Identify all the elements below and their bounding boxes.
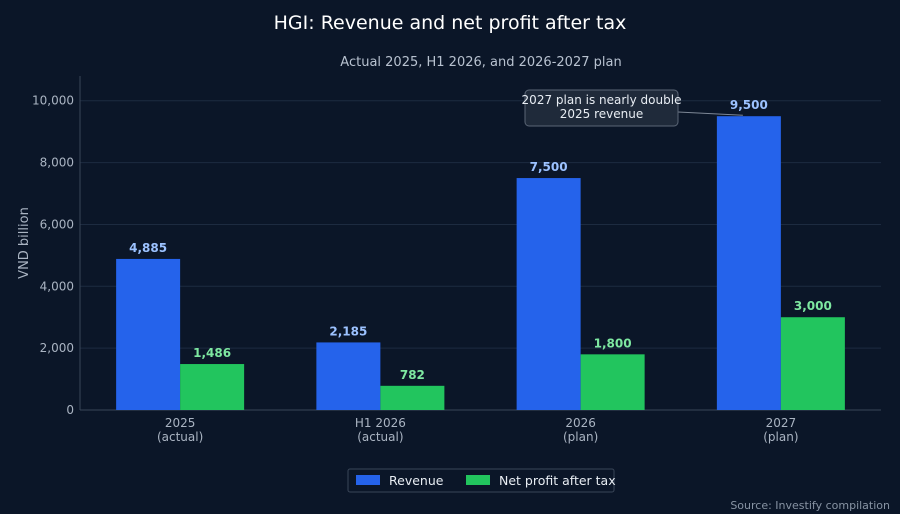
annotation-text: 2025 revenue xyxy=(560,107,643,121)
data-label: 782 xyxy=(400,368,425,382)
data-label: 2,185 xyxy=(329,324,367,338)
legend-swatch xyxy=(356,475,380,485)
bar-revenue xyxy=(116,258,181,410)
x-tick-label: 2025 xyxy=(165,416,196,430)
x-tick-label: 2027 xyxy=(766,416,797,430)
x-tick-label: 2026 xyxy=(565,416,596,430)
bars xyxy=(116,116,845,410)
bar-net-profit xyxy=(580,354,645,410)
data-label: 1,800 xyxy=(594,336,632,350)
y-tick-label: 10,000 xyxy=(32,94,74,108)
data-label: 1,486 xyxy=(193,346,231,360)
annotation-arrow xyxy=(677,111,743,116)
data-label: 4,885 xyxy=(129,241,167,255)
annotation-text: 2027 plan is nearly double xyxy=(522,93,682,107)
y-axis-ticks: 0 2,000 4,000 6,000 8,000 10,000 xyxy=(32,94,74,417)
x-axis-ticks: 2025(actual)H1 2026(actual)2026(plan)202… xyxy=(157,416,799,444)
bar-net-profit xyxy=(180,364,245,410)
bar-revenue xyxy=(516,178,581,410)
y-tick-label: 4,000 xyxy=(40,279,74,293)
x-tick-label-sub: (actual) xyxy=(157,430,203,444)
x-tick-label-sub: (actual) xyxy=(357,430,403,444)
y-tick-label: 8,000 xyxy=(40,156,74,170)
data-labels: 4,885 1,486 2,185 782 7,500 1,800 9,500 3,000 xyxy=(129,98,832,382)
bar-revenue xyxy=(316,342,381,410)
data-label: 7,500 xyxy=(530,160,568,174)
data-label: 3,000 xyxy=(794,299,832,313)
chart-subtitle: Actual 2025, H1 2026, and 2026-2027 plan xyxy=(340,55,621,70)
source-note: Source: Investify compilation xyxy=(730,499,890,512)
y-axis-label: VND billion xyxy=(17,207,32,279)
x-tick-label-sub: (plan) xyxy=(763,430,798,444)
x-tick-label-sub: (plan) xyxy=(563,430,598,444)
legend-label: Revenue xyxy=(389,473,444,488)
data-label: 9,500 xyxy=(730,98,768,112)
bar-net-profit xyxy=(380,385,445,410)
legend: Revenue Net profit after tax xyxy=(347,468,616,493)
chart-title: HGI: Revenue and net profit after tax xyxy=(274,12,627,34)
y-tick-label: 6,000 xyxy=(40,217,74,231)
legend-label: Net profit after tax xyxy=(499,473,616,488)
bar-net-profit xyxy=(780,317,845,410)
annotation-box xyxy=(524,89,679,127)
y-tick-label: 0 xyxy=(66,403,74,417)
legend-swatch xyxy=(466,475,490,485)
bar-revenue xyxy=(716,116,781,410)
x-tick-label: H1 2026 xyxy=(355,416,406,430)
y-tick-label: 2,000 xyxy=(40,341,74,355)
